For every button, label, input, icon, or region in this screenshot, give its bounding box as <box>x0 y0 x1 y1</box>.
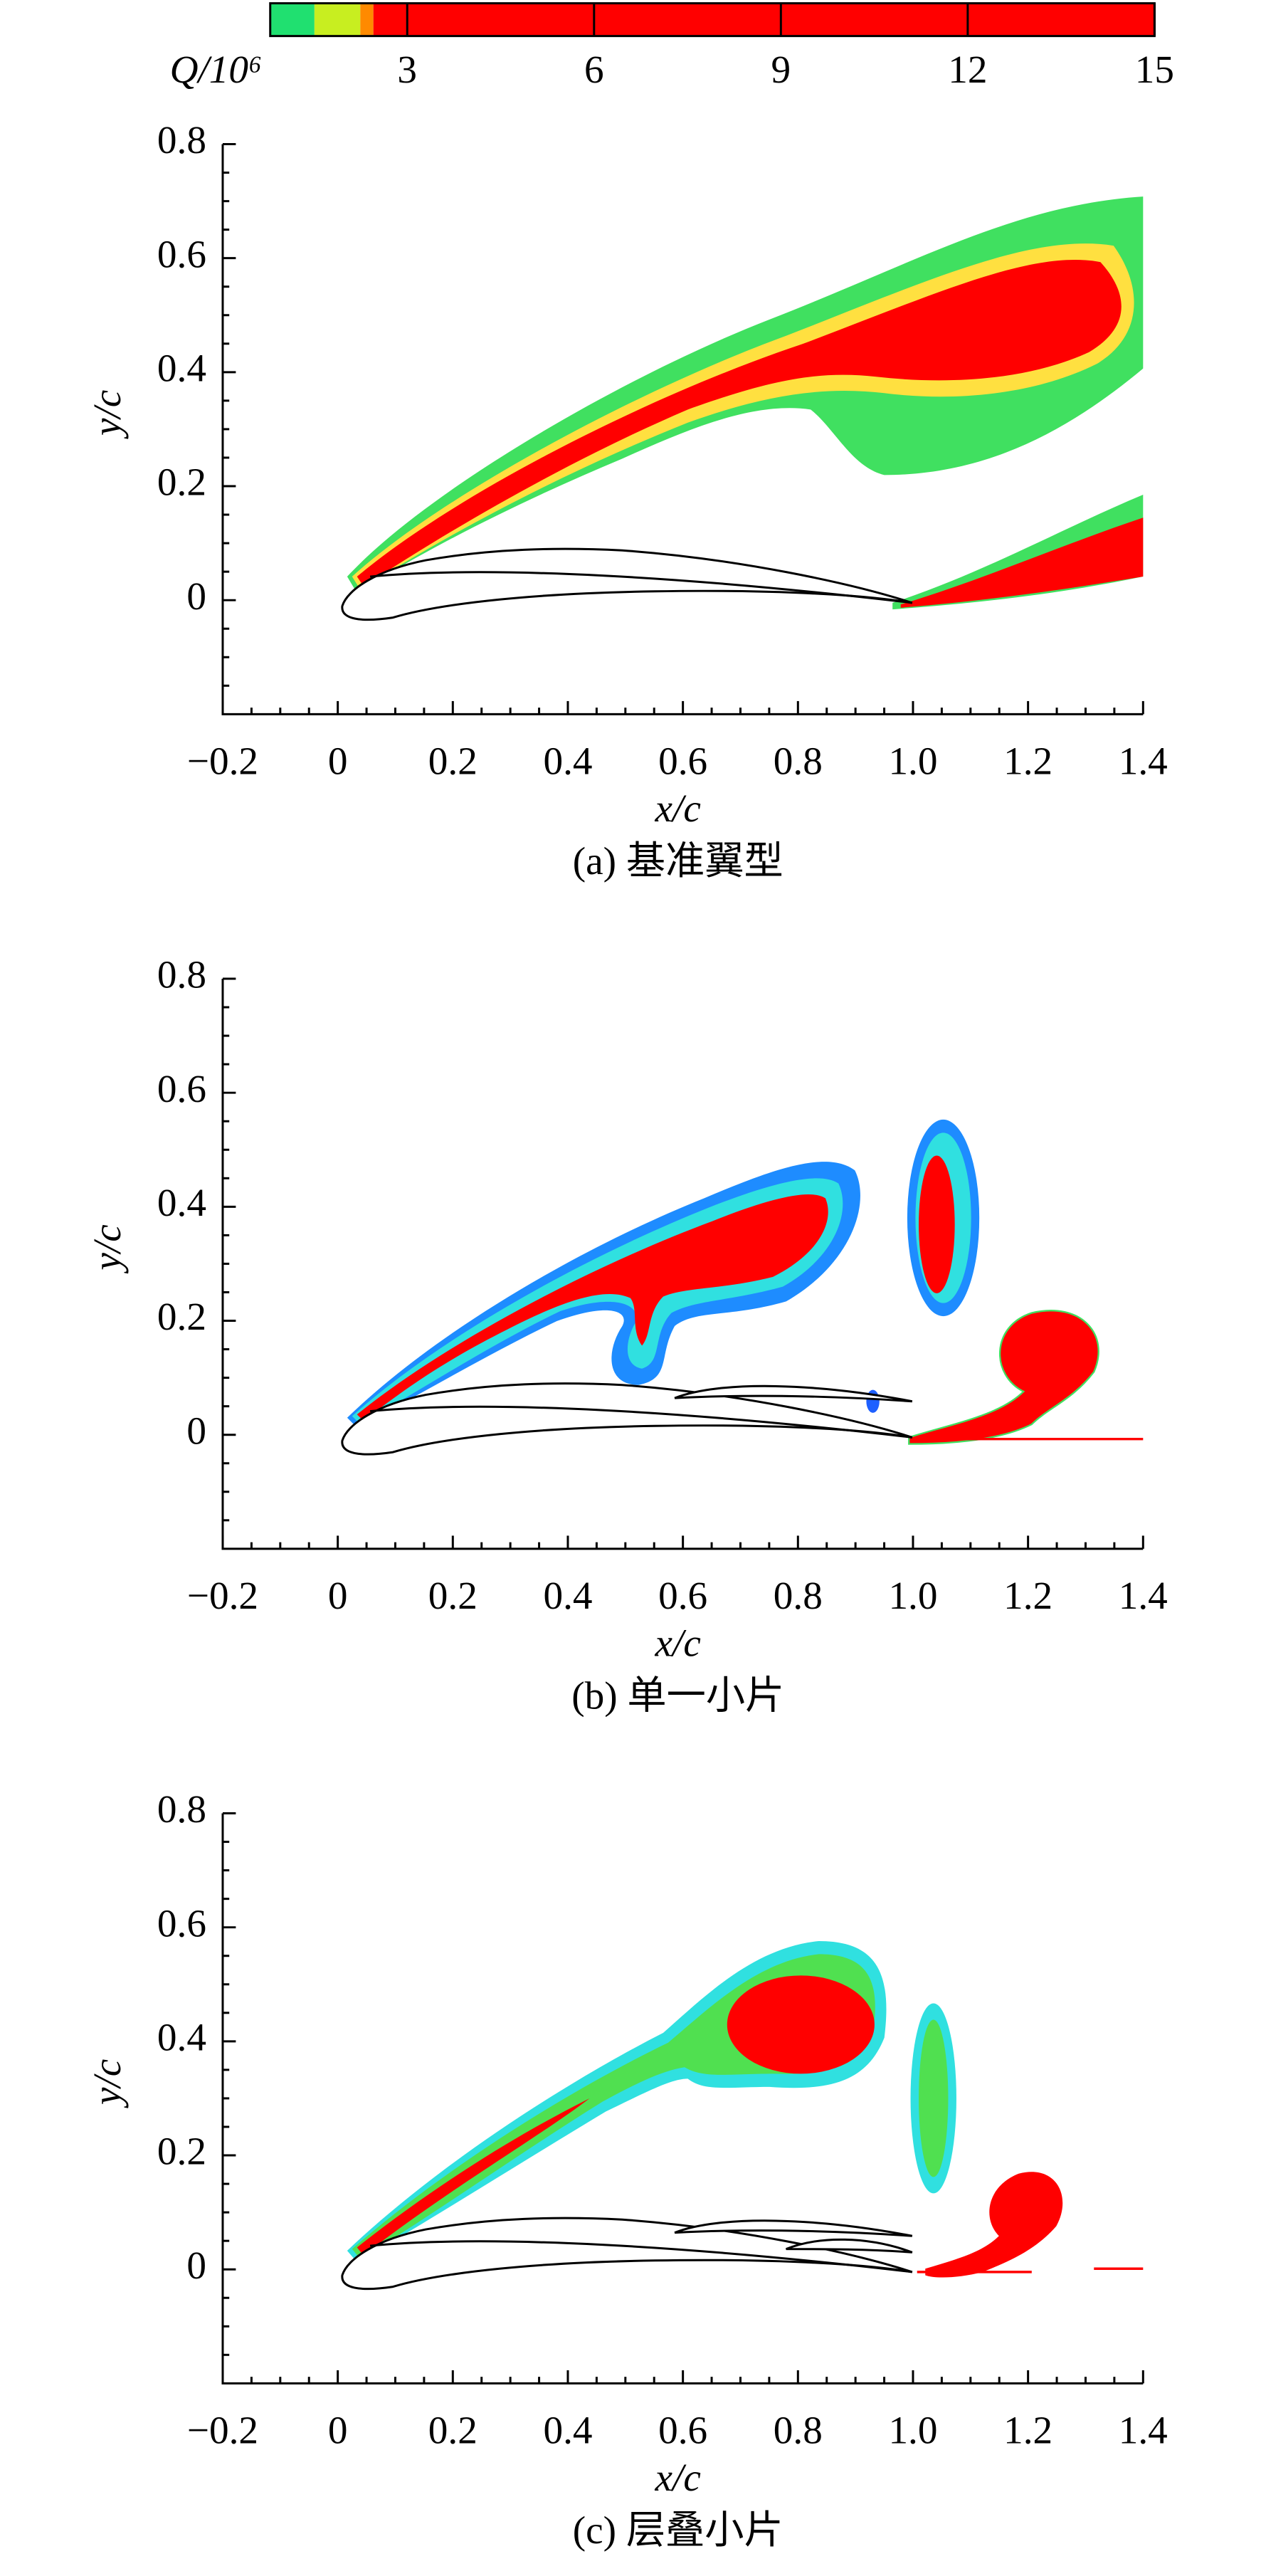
x-tick-label: 1.2 <box>1003 739 1052 782</box>
x-tick-label: 0.8 <box>774 739 823 782</box>
y-tick-label: 0.2 <box>157 2130 206 2173</box>
contour-region <box>919 2019 949 2177</box>
y-tick-label: 0 <box>186 2244 206 2287</box>
contour-region <box>727 1975 875 2074</box>
x-tick-label: 1.2 <box>1003 2408 1052 2451</box>
y-tick-label: 0.2 <box>157 1295 206 1338</box>
colorbar-label: Q/10⁶ <box>170 48 263 91</box>
colorbar-cell <box>270 3 315 36</box>
y-tick-label: 0.4 <box>157 347 206 390</box>
x-tick-label: 0.6 <box>658 2408 707 2451</box>
colorbar: Q/10⁶ <box>170 2 1156 91</box>
flap <box>786 2238 913 2254</box>
panel-caption: (b) 单一小片 <box>571 1673 784 1717</box>
x-axis-label: x/c <box>655 1621 701 1665</box>
x-tick-label: 1.4 <box>1119 2408 1168 2451</box>
x-tick-label: 1.2 <box>1003 1574 1052 1617</box>
contour-region <box>925 2172 1063 2278</box>
x-tick-label: 0.6 <box>658 1574 707 1617</box>
x-tick-label: 1.0 <box>888 739 937 782</box>
y-axis-label: y/c <box>85 1224 129 1273</box>
panel-caption: (a) 基准翼型 <box>573 839 783 883</box>
y-tick-label: 0.6 <box>157 232 206 275</box>
y-tick-label: 0 <box>186 574 206 618</box>
contour-region <box>919 1155 955 1293</box>
x-tick-label: 0 <box>328 739 348 782</box>
x-tick-label: −0.2 <box>187 1574 258 1617</box>
field-b <box>341 1119 1144 1456</box>
x-tick-label: 0 <box>328 1574 348 1617</box>
x-tick-label: −0.2 <box>187 2408 258 2451</box>
contour-region <box>900 517 1144 608</box>
x-tick-label: 0.8 <box>774 2408 823 2451</box>
colorbar-tick-label: 6 <box>584 48 604 91</box>
contour-region <box>357 1194 828 1421</box>
colorbar-cell <box>314 3 361 36</box>
y-tick-label: 0.8 <box>157 1787 206 1831</box>
x-tick-label: 1.0 <box>888 2408 937 2451</box>
x-tick-label: 1.0 <box>888 1574 937 1617</box>
x-tick-label: 0.8 <box>774 1574 823 1617</box>
axis-spine <box>221 1813 1144 2385</box>
field-c <box>341 1941 1144 2291</box>
x-tick-label: 0.2 <box>428 739 478 782</box>
colorbar-tick-label: 15 <box>1135 48 1174 91</box>
colorbar-cell <box>360 3 374 36</box>
flap <box>674 2219 913 2237</box>
x-tick-label: 0.4 <box>543 739 592 782</box>
y-tick-label: 0.4 <box>157 1181 206 1224</box>
x-tick-label: −0.2 <box>187 739 258 782</box>
colorbar-tick-label: 12 <box>948 48 987 91</box>
y-tick-label: 0.6 <box>157 1067 206 1110</box>
y-tick-label: 0.4 <box>157 2016 206 2059</box>
y-axis-label: y/c <box>85 2059 129 2108</box>
y-tick-label: 0 <box>186 1409 206 1452</box>
panel-caption: (c) 层叠小片 <box>573 2508 783 2552</box>
y-axis-label: y/c <box>85 390 129 439</box>
flap <box>674 1384 913 1403</box>
airfoil <box>341 547 914 621</box>
x-tick-label: 0.2 <box>428 2408 478 2451</box>
contour-region <box>357 2098 590 2256</box>
x-tick-label: 1.4 <box>1119 1574 1168 1617</box>
contour-region <box>908 1310 1099 1445</box>
contour-region <box>357 260 1122 587</box>
colorbar-tick-label: 9 <box>771 48 791 91</box>
x-axis-label: x/c <box>655 787 701 830</box>
x-tick-label: 0.2 <box>428 1574 478 1617</box>
x-tick-label: 0.4 <box>543 1574 592 1617</box>
y-tick-label: 0.6 <box>157 1901 206 1945</box>
field-a <box>341 196 1144 621</box>
x-tick-label: 0.4 <box>543 2408 592 2451</box>
x-axis-label: x/c <box>655 2456 701 2499</box>
colorbar-cell <box>373 3 1155 36</box>
x-tick-label: 1.4 <box>1119 739 1168 782</box>
y-tick-label: 0.2 <box>157 461 206 504</box>
y-tick-label: 0.8 <box>157 118 206 162</box>
colorbar-tick-label: 3 <box>397 48 417 91</box>
x-tick-label: 0 <box>328 2408 348 2451</box>
y-tick-label: 0.8 <box>157 953 206 997</box>
x-tick-label: 0.6 <box>658 739 707 782</box>
